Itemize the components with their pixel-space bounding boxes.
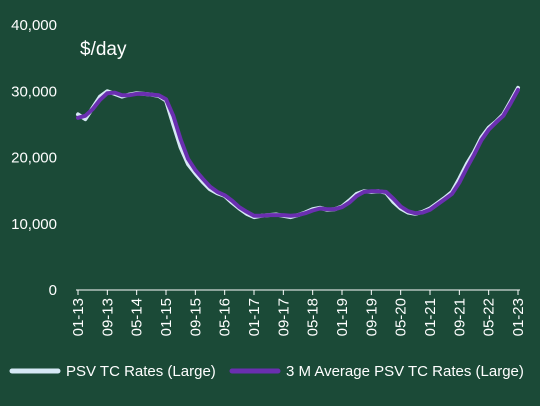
x-tick-label: 05-22 — [481, 298, 498, 336]
x-tick-label: 05-18 — [305, 298, 322, 336]
x-tick-label: 01-23 — [510, 298, 527, 336]
x-tick-label: 01-13 — [70, 298, 87, 336]
legend-label: PSV TC Rates (Large) — [66, 363, 216, 380]
x-tick-label: 05-16 — [217, 298, 234, 336]
series-line-1 — [76, 85, 520, 220]
unit-label: $/day — [80, 39, 127, 60]
y-axis: 0 10,000 20,000 30,000 40,000 — [11, 17, 57, 299]
y-tick-label: 10,000 — [11, 216, 57, 233]
y-tick-label: 20,000 — [11, 150, 57, 167]
x-tick-label: 05-20 — [393, 298, 410, 336]
x-tick-label: 01-15 — [158, 298, 175, 336]
legend-label: 3 M Average PSV TC Rates (Large) — [286, 363, 524, 380]
x-tick-label: 09-13 — [99, 298, 116, 336]
y-tick-label: 0 — [49, 282, 57, 299]
series-line-2 — [76, 87, 520, 218]
x-tick-label: 01-21 — [422, 298, 439, 336]
x-tick-label: 09-19 — [363, 298, 380, 336]
x-tick-label: 09-21 — [451, 298, 468, 336]
legend: PSV TC Rates (Large) 3 M Average PSV TC R… — [9, 363, 524, 380]
x-tick-label: 09-15 — [187, 298, 204, 336]
y-tick-label: 30,000 — [11, 83, 57, 100]
x-tick-label: 01-17 — [246, 298, 263, 336]
x-tick-label: 05-14 — [129, 298, 146, 336]
x-tick-label: 01-19 — [334, 298, 351, 336]
x-tick-label: 09-17 — [275, 298, 292, 336]
y-tick-label: 40,000 — [11, 17, 57, 34]
x-axis: 01-13 09-13 05-14 01-15 09-15 05-16 01-17 09-17… — [70, 289, 527, 336]
series-layer — [76, 85, 520, 220]
